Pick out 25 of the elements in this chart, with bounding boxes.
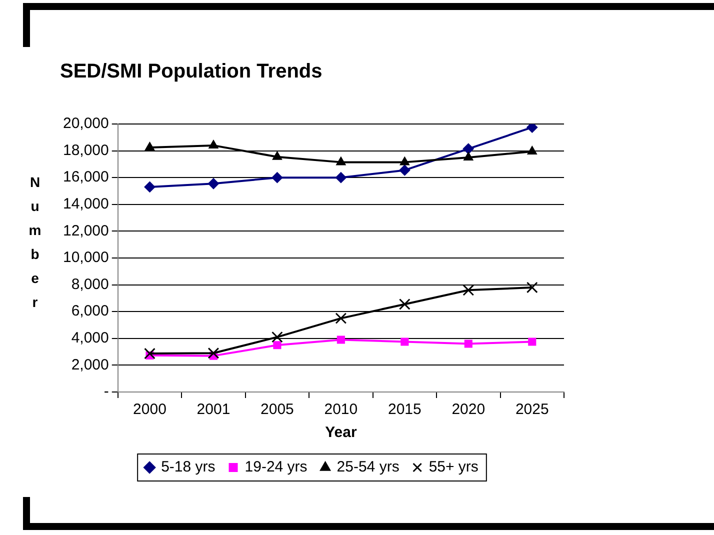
- y-tick-label: 14,000: [62, 196, 109, 213]
- x-tick-label: 2025: [515, 401, 549, 418]
- x-tick-label: 2010: [324, 401, 358, 418]
- y-tick-label: 16,000: [62, 168, 109, 186]
- x-tick-label: 2000: [133, 401, 166, 418]
- legend-label: 5-18 yrs: [161, 458, 216, 476]
- x-tick-label: 2015: [388, 401, 422, 418]
- x-tick-label: 2005: [260, 401, 294, 418]
- chart-title: SED/SMI Population Trends: [60, 60, 322, 83]
- y-axis-title: Number: [28, 174, 42, 310]
- y-tick-label: 6,000: [71, 302, 109, 320]
- legend-label: 19-24 yrs: [244, 458, 308, 476]
- y-tick-label: 20,000: [62, 115, 109, 132]
- y-tick-label: 18,000: [62, 142, 109, 159]
- x-axis-title: Year: [325, 424, 357, 442]
- y-tick-label: 2,000: [71, 356, 109, 374]
- y-tick-label: 12,000: [62, 222, 109, 240]
- x-tick-label: 2020: [452, 401, 486, 418]
- y-tick-label: 10,000: [62, 249, 109, 266]
- legend-label: 55+ yrs: [428, 458, 478, 476]
- x-tick-label: 2001: [196, 401, 230, 418]
- legend-label: 25-54 yrs: [336, 458, 400, 476]
- y-tick-label: 4,000: [71, 330, 109, 347]
- y-tick-label: -: [104, 383, 109, 400]
- y-tick-label: 8,000: [71, 276, 109, 293]
